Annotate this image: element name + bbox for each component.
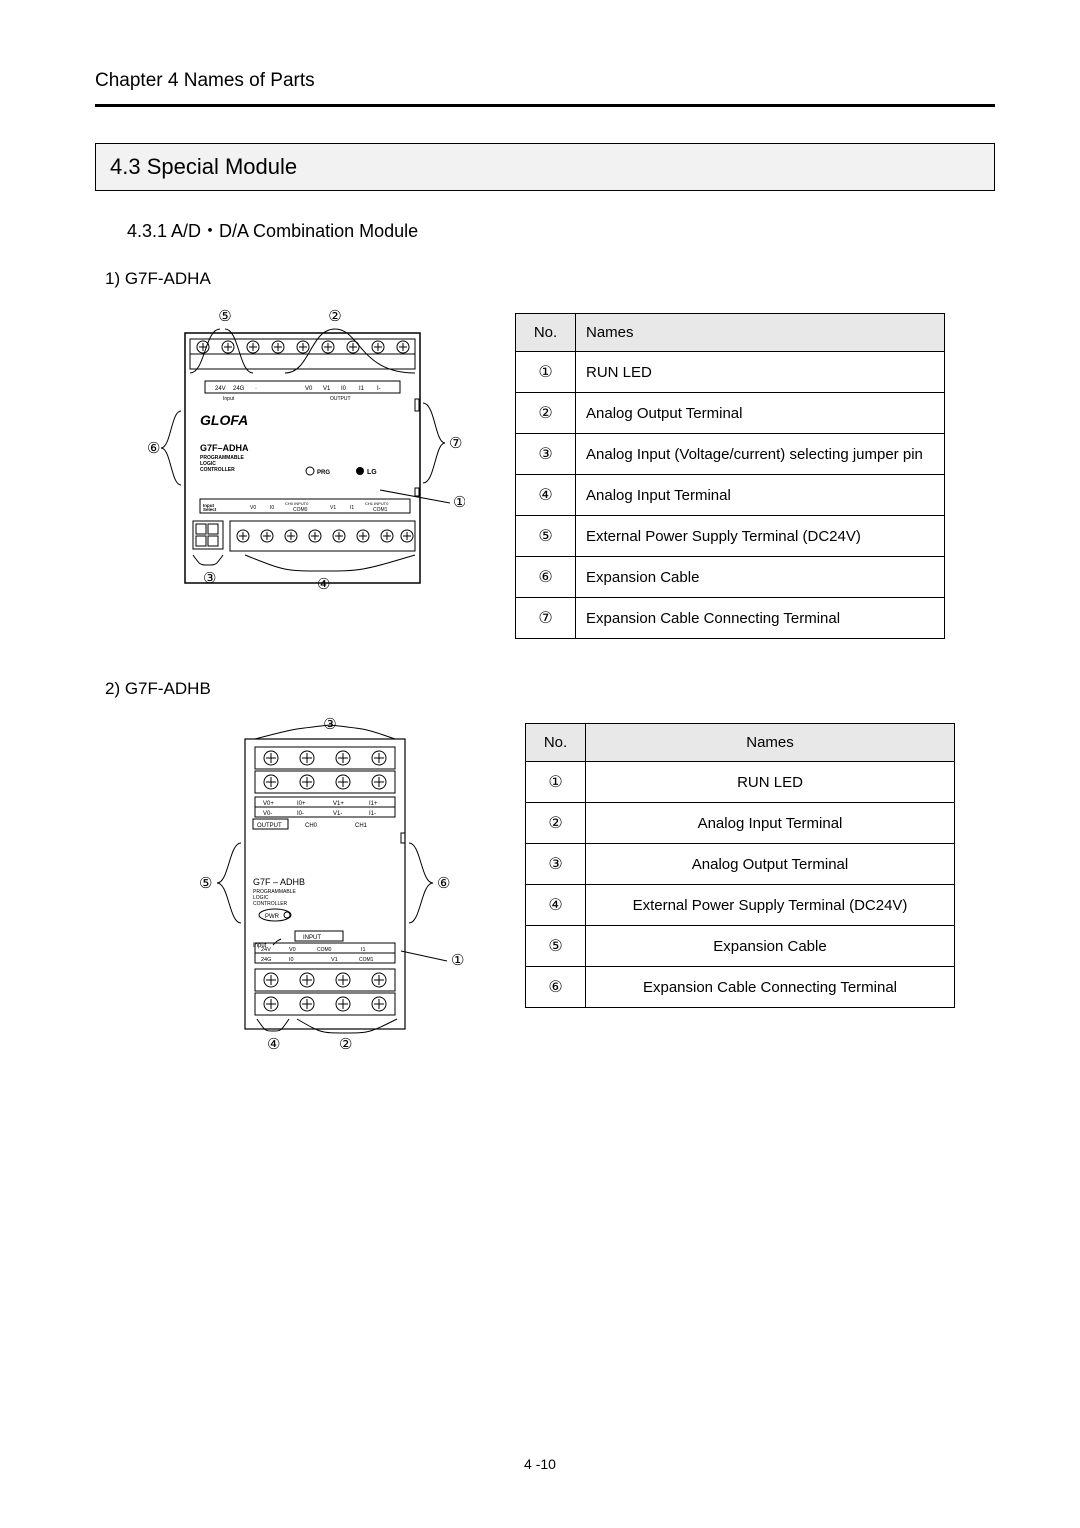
table-row: ②Analog Output Terminal	[516, 393, 945, 434]
svg-text:CONTROLLER: CONTROLLER	[253, 901, 288, 907]
svg-text:⑥: ⑥	[147, 440, 160, 457]
svg-text:CONTROLLER: CONTROLLER	[200, 467, 235, 473]
svg-text:⑤: ⑤	[218, 308, 231, 325]
hdr-no: No.	[516, 314, 576, 352]
svg-text:V1+: V1+	[333, 801, 344, 807]
svg-text:I1-: I1-	[369, 811, 376, 817]
table-row: ⑥Expansion Cable Connecting Terminal	[526, 967, 955, 1008]
module-b-block: ③ V0+ I0+ V1+ I1+ V0-	[95, 713, 995, 1053]
table-row: ③Analog Input (Voltage/current) selectin…	[516, 434, 945, 475]
svg-text:I0+: I0+	[297, 801, 306, 807]
svg-text:I0: I0	[289, 957, 294, 963]
svg-text:⑦: ⑦	[449, 435, 462, 452]
svg-text:·: ·	[255, 386, 257, 392]
table-row: ⑤Expansion Cable	[526, 926, 955, 967]
svg-text:I1: I1	[359, 386, 365, 392]
svg-text:②: ②	[339, 1036, 352, 1053]
svg-text:I1: I1	[361, 947, 366, 953]
svg-text:CH0: CH0	[305, 823, 318, 829]
svg-text:①: ①	[451, 952, 464, 969]
module-a-table: No. Names ①RUN LED ②Analog Output Termin…	[515, 313, 945, 639]
page-footer: 4 -10	[0, 1456, 1080, 1472]
table-row: ④Analog Input Terminal	[516, 475, 945, 516]
table-row: ①RUN LED	[526, 762, 955, 803]
svg-text:V1: V1	[331, 957, 338, 963]
table-row: ⑤External Power Supply Terminal (DC24V)	[516, 516, 945, 557]
table-row: ⑥Expansion Cable	[516, 557, 945, 598]
chapter-header: Chapter 4 Names of Parts	[95, 70, 995, 107]
svg-text:COM0: COM0	[317, 947, 332, 953]
svg-text:V1-: V1-	[333, 811, 342, 817]
svg-text:INPUT: INPUT	[303, 935, 321, 941]
table-row: ⑦Expansion Cable Connecting Terminal	[516, 598, 945, 639]
svg-text:V0: V0	[305, 386, 313, 392]
section-title: 4.3 Special Module	[110, 154, 297, 179]
svg-text:V0-: V0-	[263, 811, 272, 817]
hdr-no: No.	[526, 724, 586, 762]
svg-text:④: ④	[267, 1036, 280, 1053]
svg-text:②: ②	[328, 308, 341, 325]
svg-text:V0: V0	[289, 947, 296, 953]
module-b-table: No. Names ①RUN LED ②Analog Input Termina…	[525, 723, 955, 1008]
svg-text:V0: V0	[250, 505, 256, 511]
table-row: ②Analog Input Terminal	[526, 803, 955, 844]
svg-text:I-: I-	[377, 386, 381, 392]
svg-text:⑥: ⑥	[437, 875, 450, 892]
svg-text:CH1 INPUT0: CH1 INPUT0	[365, 501, 389, 506]
svg-text:24V: 24V	[215, 386, 226, 392]
hdr-names: Names	[586, 724, 955, 762]
svg-text:I1: I1	[350, 505, 354, 511]
svg-text:LG: LG	[367, 469, 377, 476]
svg-text:24G: 24G	[261, 957, 271, 963]
table-row: ③Analog Output Terminal	[526, 844, 955, 885]
module-a-heading: 1) G7F-ADHA	[105, 269, 995, 289]
svg-text:V0+: V0+	[263, 801, 274, 807]
hdr-names: Names	[576, 314, 945, 352]
svg-text:OUTPUT: OUTPUT	[257, 823, 282, 829]
svg-text:OUTPUT: OUTPUT	[330, 396, 351, 402]
svg-text:①: ①	[453, 494, 465, 511]
svg-text:I0-: I0-	[297, 811, 304, 817]
svg-text:G7F – ADHB: G7F – ADHB	[253, 877, 305, 887]
page-root: Chapter 4 Names of Parts 4.3 Special Mod…	[0, 0, 1080, 1133]
svg-text:COM1: COM1	[359, 957, 374, 963]
svg-text:CH0 INPUT0: CH0 INPUT0	[285, 501, 309, 506]
svg-text:V1: V1	[323, 386, 331, 392]
svg-text:CH1: CH1	[355, 823, 368, 829]
svg-text:GLOFA: GLOFA	[200, 412, 248, 428]
svg-text:Select: Select	[203, 507, 217, 512]
section-title-box: 4.3 Special Module	[95, 143, 995, 191]
svg-text:④: ④	[317, 576, 330, 593]
svg-text:PWR: PWR	[265, 914, 280, 920]
svg-text:PRG: PRG	[317, 470, 330, 476]
module-a-block: ⑤ ② 24V	[95, 303, 995, 639]
svg-text:24G: 24G	[233, 386, 245, 392]
table-row: ①RUN LED	[516, 352, 945, 393]
svg-text:I0: I0	[341, 386, 347, 392]
svg-text:V1: V1	[330, 505, 336, 511]
module-b-diagram: ③ V0+ I0+ V1+ I1+ V0-	[185, 713, 475, 1053]
svg-text:COM1: COM1	[373, 507, 388, 513]
svg-text:24V: 24V	[261, 947, 271, 953]
subsection-title: 4.3.1 A/D・D/A Combination Module	[127, 217, 995, 243]
table-row: ④External Power Supply Terminal (DC24V)	[526, 885, 955, 926]
svg-text:⑤: ⑤	[199, 875, 212, 892]
module-a-diagram: ⑤ ② 24V	[145, 303, 465, 603]
svg-text:Input: Input	[223, 396, 235, 402]
module-b-heading: 2) G7F-ADHB	[105, 679, 995, 699]
svg-text:G7F–ADHA: G7F–ADHA	[200, 443, 249, 453]
svg-text:I1+: I1+	[369, 801, 378, 807]
svg-text:I0: I0	[270, 505, 274, 511]
svg-text:COM0: COM0	[293, 507, 308, 513]
svg-text:③: ③	[203, 570, 216, 587]
